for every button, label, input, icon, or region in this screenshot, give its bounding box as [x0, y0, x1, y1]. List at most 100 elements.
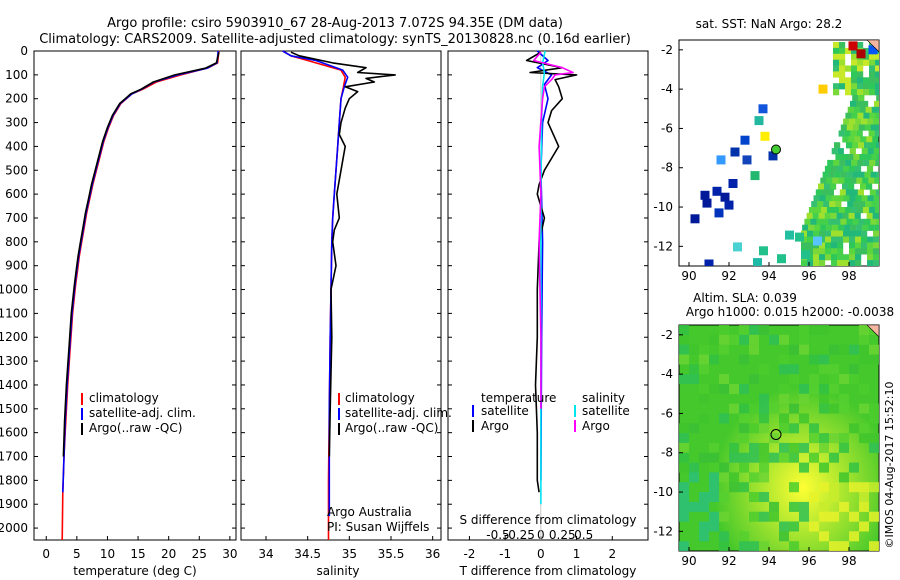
sla-cell [749, 472, 759, 483]
sst-cell [863, 53, 870, 60]
sst-cell [850, 177, 857, 184]
sst-cell [874, 207, 879, 214]
sst-cell [878, 165, 879, 172]
sst-cell [881, 77, 887, 83]
sla-cell [859, 354, 869, 365]
sla-cell [739, 334, 749, 345]
sla-cell [789, 482, 799, 493]
sst-cell [833, 59, 840, 66]
y-tick-label: 1700 [0, 450, 28, 464]
sst-cell [871, 201, 878, 208]
sst-cell [877, 106, 879, 113]
sst-cell [872, 136, 879, 143]
sst-cell [823, 201, 830, 208]
sst-cell [840, 218, 847, 225]
difference-legend: temperature satellite Argo salinity sate… [472, 391, 630, 433]
sst-cell [857, 159, 864, 167]
sst-cell [785, 230, 794, 240]
sla-cell [679, 511, 689, 522]
argo-position-marker [770, 429, 782, 441]
sla-cell [749, 334, 759, 345]
sst-cell [881, 89, 887, 95]
sst-cell [825, 242, 832, 249]
sla-cell [829, 551, 839, 561]
y-tick-label: 200 [5, 92, 28, 106]
sst-cell [851, 89, 858, 96]
sst-cell [857, 89, 864, 96]
sst-cell [851, 65, 858, 72]
sst-cell [874, 224, 879, 231]
series-layer [61, 50, 578, 541]
sst-cell [820, 207, 828, 214]
sst-cell [829, 201, 836, 208]
sst-cell [833, 53, 840, 60]
sst-cell [843, 230, 850, 237]
sst-cell [820, 177, 827, 184]
sst-cell [852, 171, 859, 178]
sla-cell [799, 442, 809, 453]
series-line-temperature-argo [525, 51, 578, 493]
sst-cell [880, 101, 886, 107]
sla-cell [759, 364, 769, 375]
sst-cell [838, 207, 846, 214]
x-tick-label: 10 [100, 547, 115, 561]
sst-cell [845, 47, 852, 55]
sla-cell [759, 472, 769, 483]
sst-cell [833, 89, 840, 96]
figure-title-line2: Climatology: CARS2009. Satellite-adjuste… [39, 32, 631, 47]
sst-cell [838, 224, 845, 231]
sla-cell [759, 541, 769, 551]
sla-cell [819, 531, 829, 542]
sla-cell [789, 364, 799, 375]
sla-cell [759, 413, 769, 424]
sst-cell [863, 77, 870, 84]
sst-cell [801, 242, 808, 249]
sst-cell [875, 71, 879, 78]
sla-cell [709, 472, 719, 483]
sst-cell [873, 248, 879, 255]
sla-cell [849, 531, 859, 542]
sst-cell [877, 201, 879, 208]
sla-cell [709, 521, 719, 532]
map-x-tick-label: 96 [801, 554, 816, 568]
sla-cell [829, 374, 839, 385]
argo-history-marker [868, 45, 878, 55]
sla-cell [839, 374, 849, 385]
sst-cell [881, 66, 887, 72]
sst-cell [851, 83, 858, 90]
sst-cell [839, 59, 846, 66]
map-y-tick-label: -2 [661, 328, 673, 342]
sla-cell [719, 492, 729, 502]
sla-cell [709, 511, 719, 522]
sla-cell [699, 413, 709, 424]
sst-cell [857, 77, 864, 84]
sst-cell [811, 201, 818, 208]
sst-cell [834, 171, 841, 178]
sst-cell [847, 154, 854, 161]
sla-cell [869, 442, 879, 453]
difference-panel-frame [447, 50, 649, 541]
sla-cell [809, 384, 819, 394]
y-tick-label: 1400 [0, 378, 28, 392]
sst-cell [831, 254, 838, 261]
map-x-tick-label: 94 [761, 554, 776, 568]
argo-position-marker [771, 144, 781, 155]
figure-title-line1: Argo profile: csiro 5903910_67 28-Aug-20… [107, 16, 563, 31]
sst-cell [867, 195, 874, 202]
sst-cell [864, 218, 871, 225]
y-tick-label: 1100 [0, 306, 28, 320]
sla-cell [779, 364, 789, 375]
sst-cell [839, 159, 846, 167]
sst-cell [842, 183, 849, 190]
sst-cell [830, 183, 837, 190]
sla-cell [759, 442, 769, 453]
sla-cell [749, 492, 759, 502]
sst-cell [857, 71, 864, 78]
sla-cell [869, 541, 879, 551]
sst-cell [855, 254, 862, 261]
sst-cell [818, 183, 825, 190]
sst-cell [858, 95, 865, 102]
sla-cell [709, 452, 719, 463]
sst-cell [879, 231, 885, 237]
sla-cell [699, 521, 709, 532]
